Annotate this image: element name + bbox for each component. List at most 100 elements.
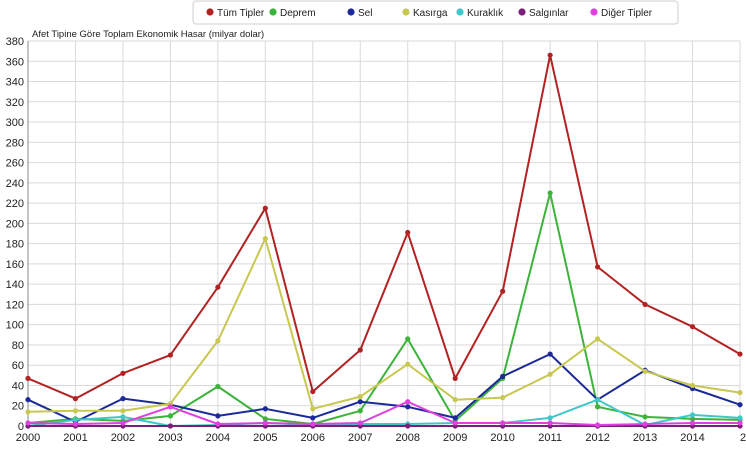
data-point (547, 420, 553, 426)
data-point (405, 423, 411, 429)
legend-label: Tüm Tipler (217, 8, 265, 19)
legend-marker (590, 8, 598, 16)
y-tick-label: 100 (6, 320, 24, 332)
y-tick-label: 240 (6, 178, 24, 190)
y-tick-label: 0 (18, 421, 24, 433)
data-point (262, 235, 268, 242)
data-point (595, 422, 601, 428)
legend-item[interactable]: Diğer Tipler (590, 8, 653, 19)
data-point (642, 301, 648, 308)
data-point (737, 389, 743, 396)
data-point (405, 399, 411, 405)
x-tick-label: 2006 (301, 432, 325, 444)
legend-item[interactable]: Kuraklık (456, 8, 504, 19)
x-tick-label: 2004 (206, 432, 230, 444)
series-line (27, 400, 740, 426)
legend-item[interactable]: Sel (347, 8, 372, 19)
x-tick-label: 2005 (253, 432, 277, 444)
data-point (215, 413, 221, 419)
legend-marker (206, 8, 214, 16)
legend-box (192, 0, 679, 25)
data-point (642, 421, 648, 427)
data-point (547, 52, 553, 58)
legend-marker (456, 8, 464, 16)
y-tick-label: 280 (6, 137, 24, 149)
data-point (595, 404, 601, 410)
data-point (25, 420, 31, 426)
legend-item[interactable]: Salgınlar (518, 8, 569, 19)
data-point (689, 420, 696, 426)
data-point (310, 406, 316, 412)
legend-marker (402, 8, 410, 16)
data-point (737, 402, 743, 408)
data-point (167, 423, 173, 429)
data-point (500, 395, 506, 401)
data-point (452, 397, 458, 403)
series-line (27, 353, 741, 423)
legend-label: Kasırga (413, 8, 448, 19)
data-point (120, 396, 126, 402)
data-point (310, 421, 316, 427)
data-point (689, 382, 696, 389)
data-point (72, 408, 79, 414)
legend-item[interactable]: Tüm Tipler (206, 8, 265, 19)
x-tick-label: 2003 (158, 432, 182, 444)
legend-label: Deprem (280, 8, 316, 19)
data-point (405, 361, 411, 367)
y-tick-label: 180 (6, 239, 24, 251)
data-point (405, 229, 411, 236)
data-point (595, 336, 601, 342)
legend: Tüm Tipler Deprem Sel Kasırga Kuraklık Salgın… (192, 0, 679, 25)
data-point (72, 421, 79, 427)
y-tick-label: 320 (6, 97, 24, 109)
data-point (25, 409, 31, 415)
data-point (452, 415, 458, 421)
series-2 (25, 351, 743, 425)
data-point (215, 338, 221, 344)
y-tick-label: 200 (6, 218, 24, 230)
data-point (642, 414, 648, 420)
y-tick-label: 20 (12, 401, 24, 413)
data-point (689, 324, 696, 330)
data-point (310, 415, 316, 421)
data-point (547, 415, 553, 421)
data-point (72, 396, 79, 402)
data-point (25, 397, 31, 403)
legend-item[interactable]: Kasırga (402, 8, 448, 19)
x-tick-label: 2002 (111, 432, 135, 444)
data-point (737, 415, 743, 421)
series-line (27, 54, 741, 400)
data-point (262, 416, 268, 422)
legend-item[interactable]: Deprem (269, 8, 316, 19)
data-point (500, 373, 506, 379)
data-point (689, 412, 696, 418)
x-tick-label: 2010 (490, 432, 514, 444)
data-point (452, 375, 458, 381)
data-point (72, 417, 79, 423)
y-tick-label: 60 (12, 360, 24, 372)
y-tick-label: 40 (12, 380, 24, 392)
x-tick-label: 2001 (63, 432, 87, 444)
data-point (595, 397, 601, 403)
data-point (737, 420, 743, 426)
data-point (737, 351, 743, 357)
x-tick-label: 2007 (348, 432, 372, 444)
data-point (167, 413, 173, 419)
series-line (27, 398, 741, 427)
data-point (405, 336, 411, 342)
y-tick-label: 340 (6, 77, 24, 89)
data-point (357, 420, 363, 426)
data-point (215, 284, 221, 290)
series-6 (25, 399, 743, 428)
x-tick-label: 2009 (443, 432, 467, 444)
data-point (120, 370, 126, 376)
legend-label: Kuraklık (467, 8, 504, 19)
y-tick-label: 220 (6, 198, 24, 210)
data-point (405, 404, 411, 410)
legend-marker (347, 8, 355, 16)
x-tick-label: 2012 (585, 432, 609, 444)
series-3 (25, 235, 743, 415)
data-point (642, 368, 648, 374)
y-tick-label: 160 (6, 259, 24, 271)
